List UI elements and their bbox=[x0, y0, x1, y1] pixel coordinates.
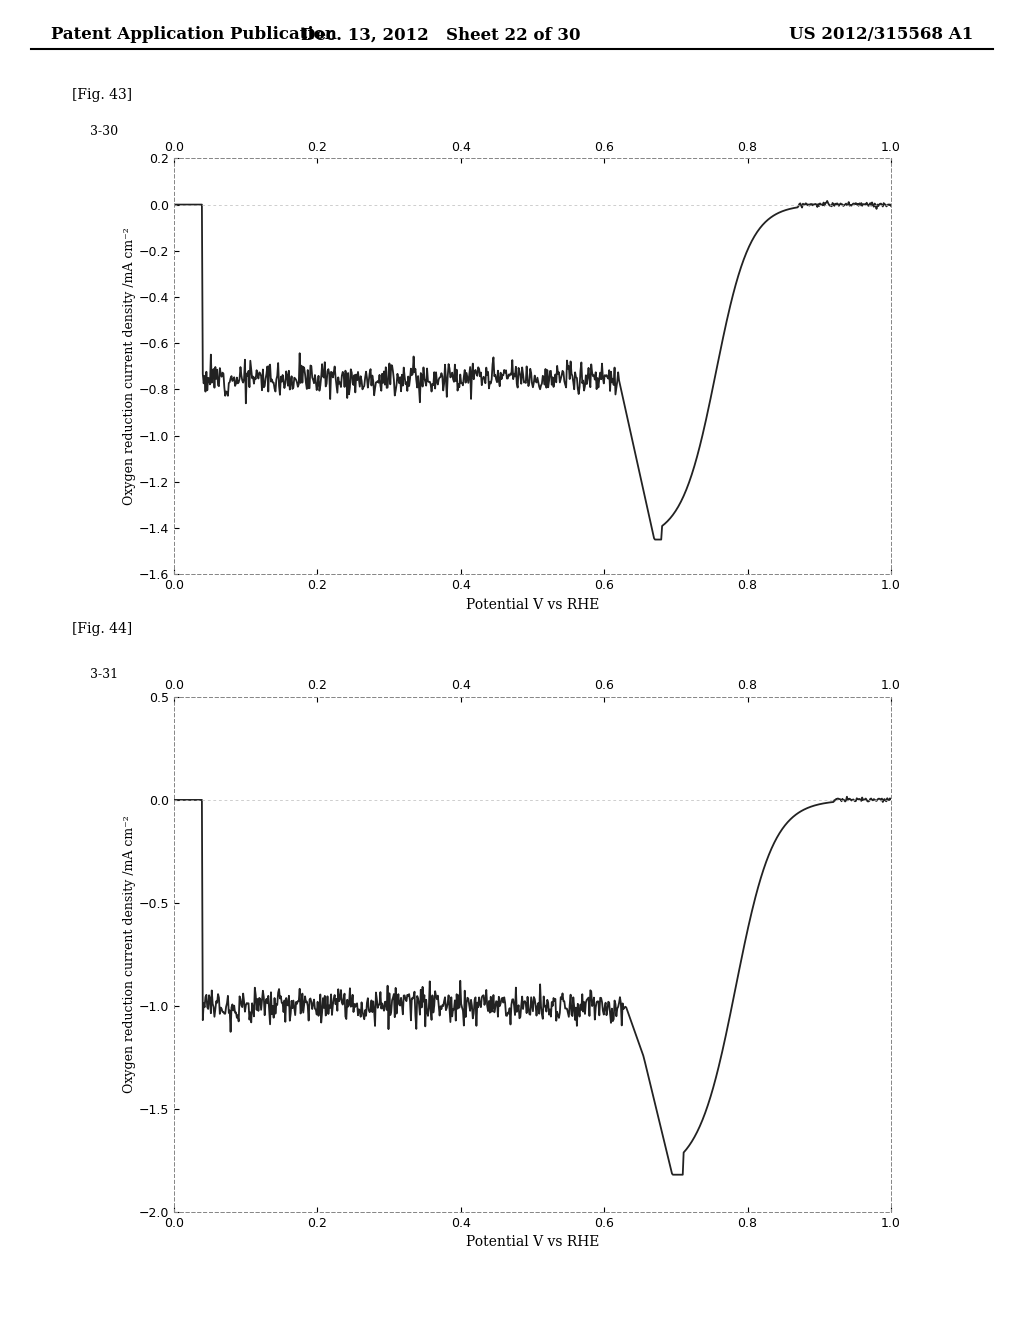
Y-axis label: Oxygen reduction current density /mA cm⁻²: Oxygen reduction current density /mA cm⁻… bbox=[123, 227, 136, 506]
Text: [Fig. 43]: [Fig. 43] bbox=[72, 87, 132, 102]
Y-axis label: Oxygen reduction current density /mA cm⁻²: Oxygen reduction current density /mA cm⁻… bbox=[123, 816, 136, 1093]
Text: Dec. 13, 2012   Sheet 22 of 30: Dec. 13, 2012 Sheet 22 of 30 bbox=[301, 26, 580, 44]
Text: US 2012/315568 A1: US 2012/315568 A1 bbox=[788, 26, 973, 44]
X-axis label: Potential V vs RHE: Potential V vs RHE bbox=[466, 1236, 599, 1249]
Text: [Fig. 44]: [Fig. 44] bbox=[72, 622, 132, 636]
X-axis label: Potential V vs RHE: Potential V vs RHE bbox=[466, 598, 599, 611]
Text: Patent Application Publication: Patent Application Publication bbox=[51, 26, 337, 44]
Text: 3-30: 3-30 bbox=[90, 125, 118, 139]
Text: 3-31: 3-31 bbox=[90, 668, 118, 681]
